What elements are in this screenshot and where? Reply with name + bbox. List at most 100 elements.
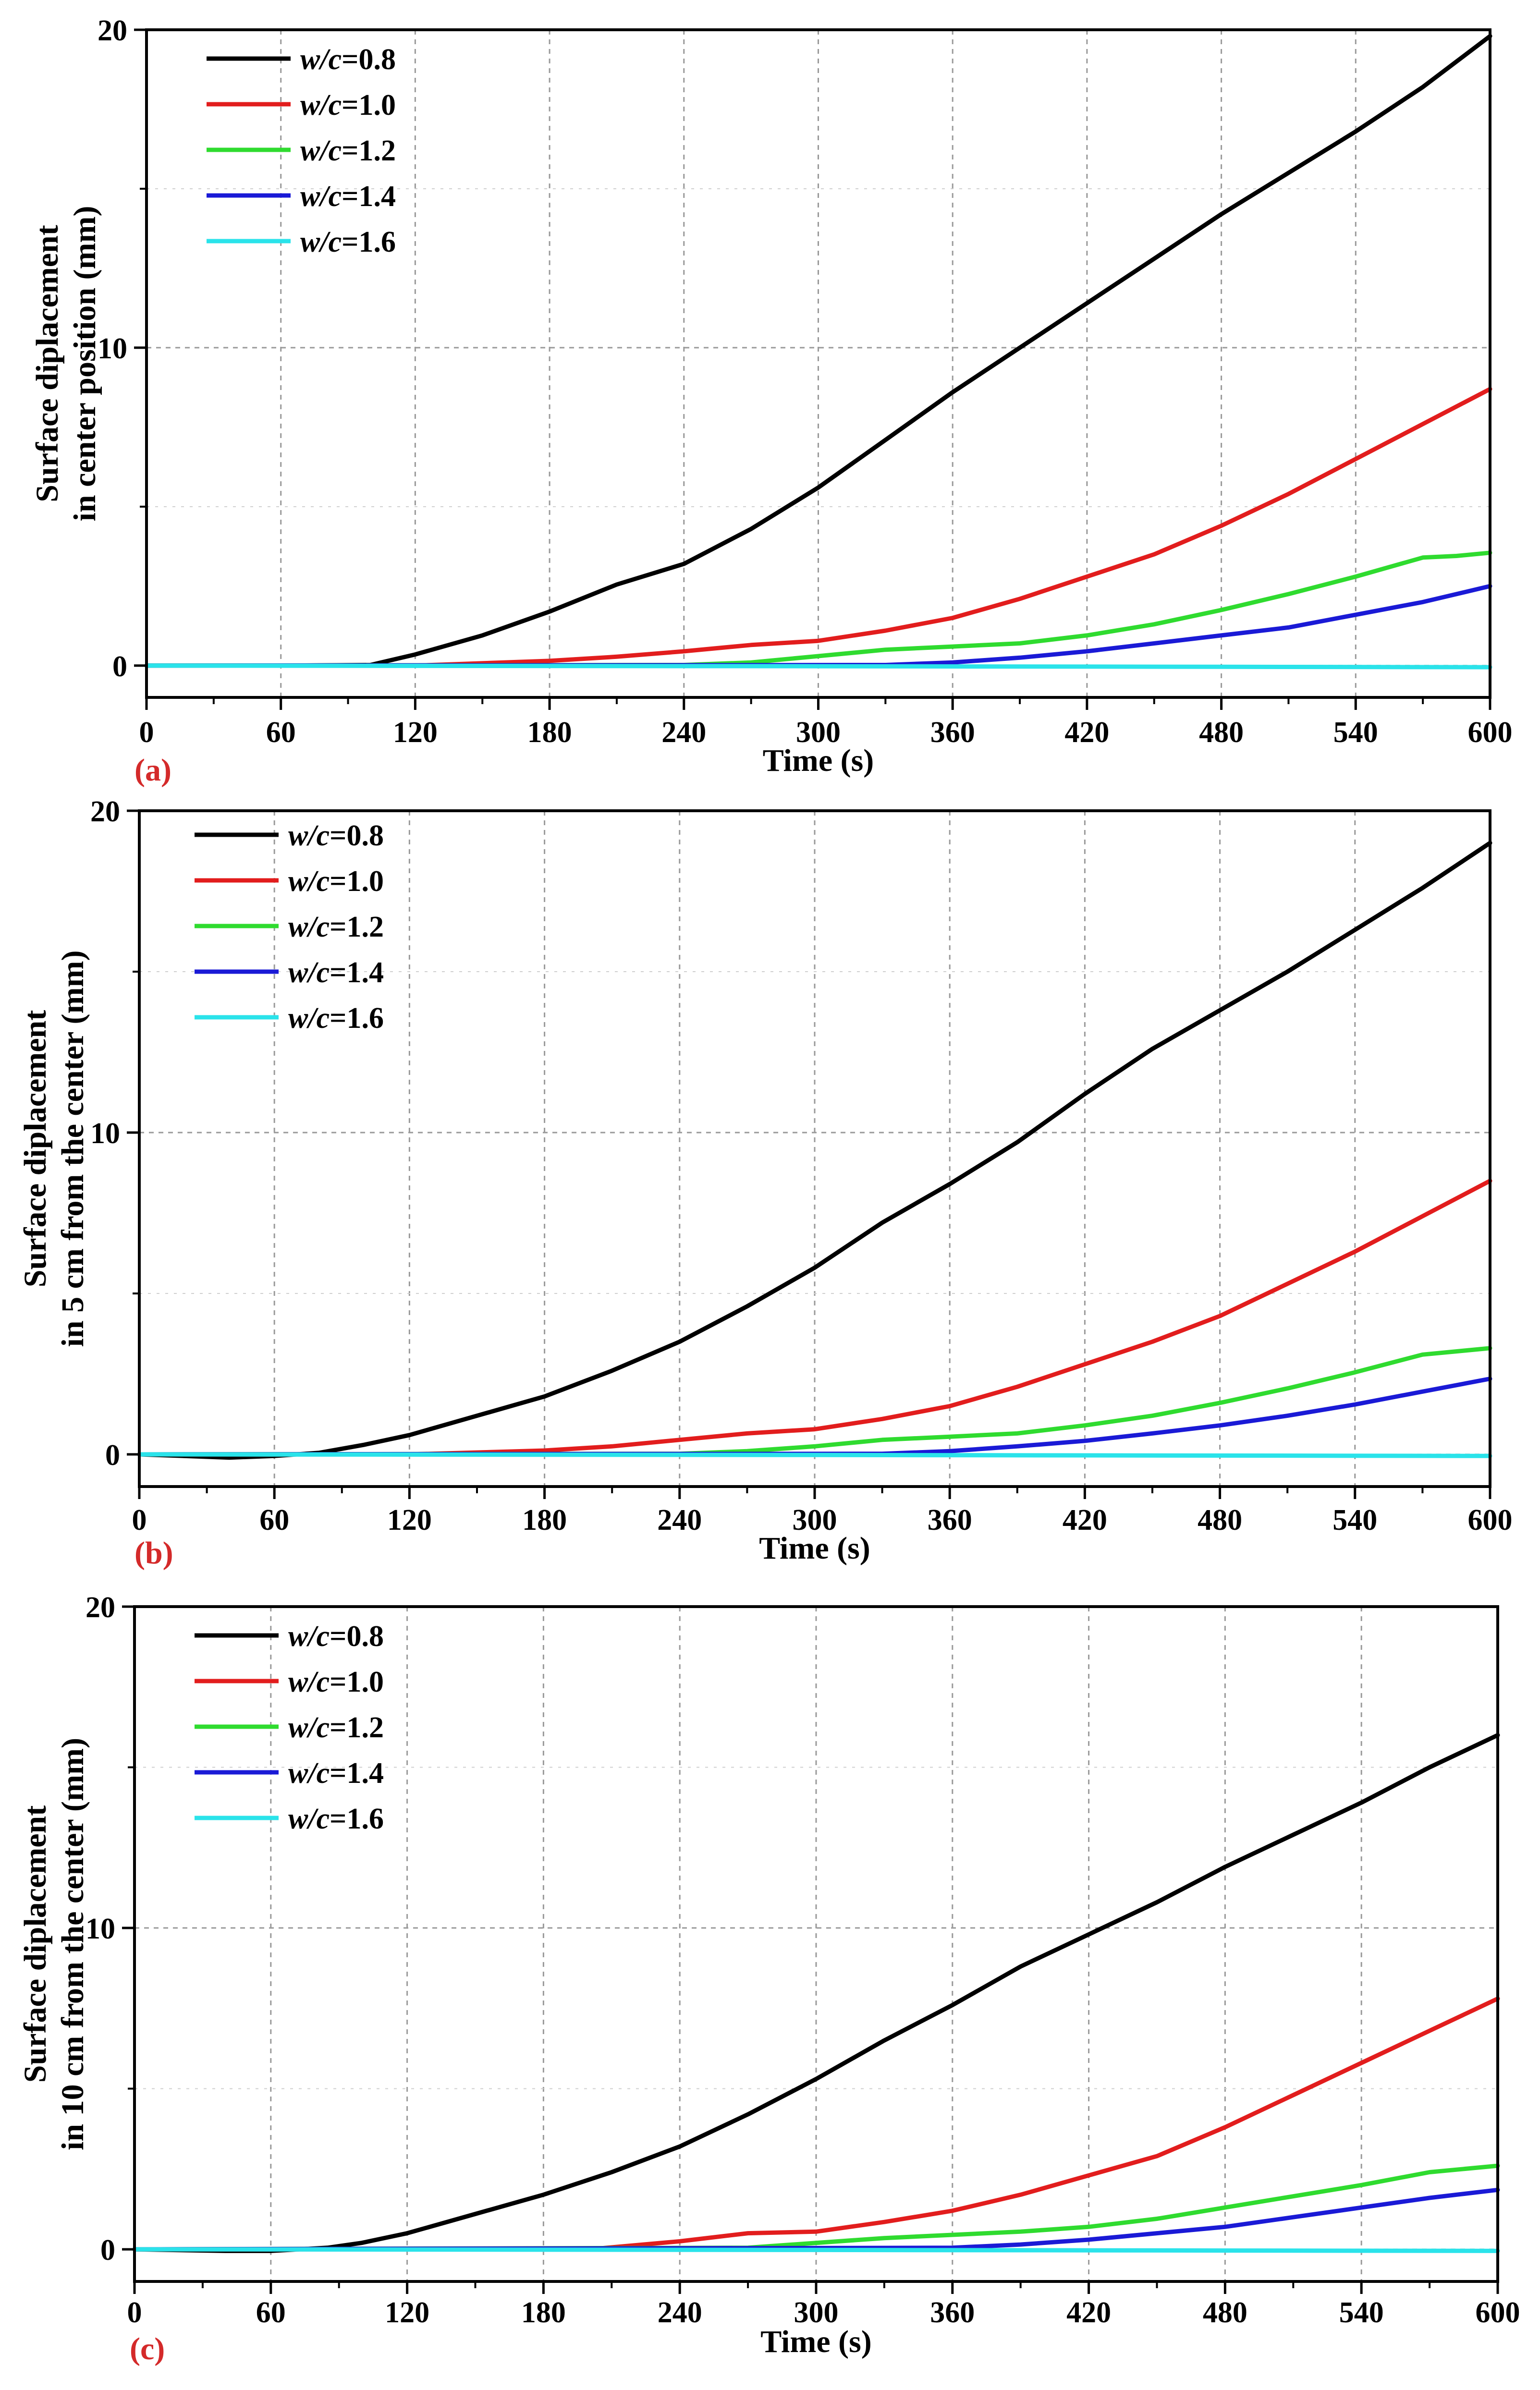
- legend-label-variable: w/c: [288, 1002, 330, 1035]
- x-tick-label: 0: [139, 716, 154, 749]
- y-axis-label: Surface diplacement in 5 cm from the cent…: [18, 951, 90, 1347]
- legend-label-value: =1.4: [330, 1757, 384, 1790]
- legend-label-variable: w/c: [288, 956, 330, 989]
- y-tick-label: 10: [90, 1117, 120, 1150]
- legend-label-value: =1.4: [330, 956, 384, 989]
- x-tick-label: 180: [527, 716, 572, 749]
- x-axis-label: Time (s): [763, 743, 874, 778]
- legend-label: w/c=1.6: [288, 1002, 384, 1035]
- x-axis: 0 60 120 180 240 300 360 420 480 540 600: [139, 697, 1513, 749]
- legend-label-value: =0.8: [330, 819, 384, 852]
- legend-label-value: =1.2: [342, 134, 396, 167]
- series-line-w-c-1-2: [132, 2163, 1500, 2252]
- series-line-w-c-1-0: [137, 1179, 1492, 1457]
- y-axis-label-line: Surface diplacement: [30, 225, 65, 502]
- legend-label: w/c=0.8: [288, 1620, 384, 1653]
- panel-a: 0 60 120 180 240 300 360 420 480 540 600 0 10 20 Time …: [30, 14, 1513, 788]
- y-axis-label-line: Surface diplacement: [18, 1805, 53, 2083]
- legend-item: w/c=0.8: [195, 1620, 384, 1653]
- legend-label: w/c=1.2: [300, 134, 396, 167]
- legend-label-variable: w/c: [288, 1666, 330, 1698]
- x-tick-label: 60: [266, 716, 296, 749]
- legend-item: w/c=0.8: [195, 819, 384, 852]
- series-line-w-c-0-8: [144, 34, 1492, 668]
- legend-label-variable: w/c: [288, 865, 330, 898]
- series-line-w-c-1-2: [137, 1346, 1492, 1457]
- series-line-w-c-1-6: [132, 2247, 1500, 2253]
- legend-item: w/c=1.2: [195, 1711, 384, 1744]
- y-axis: 0 10 20: [90, 795, 139, 1472]
- x-tick-label: 240: [658, 2296, 702, 2329]
- legend-label: w/c=1.4: [300, 180, 396, 213]
- y-tick-label: 0: [112, 650, 127, 683]
- legend-label: w/c=1.0: [300, 89, 396, 122]
- series-line-w-c-1-2: [144, 550, 1492, 668]
- y-axis-label: Surface diplacement in 10 cm from the cen…: [18, 1738, 90, 2150]
- x-tick-label: 480: [1199, 716, 1244, 749]
- legend-item: w/c=1.4: [207, 180, 396, 213]
- legend-label: w/c=1.6: [300, 226, 396, 258]
- legend-label-value: =1.2: [330, 911, 384, 943]
- x-tick-label: 240: [657, 1504, 702, 1536]
- legend-item: w/c=1.2: [195, 911, 384, 943]
- legend-label-variable: w/c: [300, 89, 342, 122]
- panel-b: 0 60 120 180 240 300 360 420 480 540 600 0 10 20 Time …: [18, 795, 1513, 1571]
- y-tick-label: 0: [100, 2234, 115, 2267]
- x-axis: 0 60 120 180 240 300 360 420 480 540 600: [127, 2281, 1520, 2329]
- legend-label: w/c=1.0: [288, 1666, 384, 1698]
- y-axis-label: Surface diplacement in center position (m…: [30, 206, 102, 522]
- x-tick-label: 540: [1332, 1504, 1377, 1536]
- legend-label-variable: w/c: [288, 819, 330, 852]
- legend-item: w/c=1.2: [207, 134, 396, 167]
- x-axis: 0 60 120 180 240 300 360 420 480 540 600: [132, 1487, 1513, 1536]
- x-tick-label: 600: [1468, 1504, 1513, 1536]
- y-tick-label: 20: [98, 14, 127, 47]
- legend-item: w/c=0.8: [207, 43, 396, 76]
- legend: w/c=0.8w/c=1.0w/c=1.2w/c=1.4w/c=1.6: [195, 1620, 384, 1835]
- plot-area: [147, 30, 1490, 697]
- legend-label-variable: w/c: [288, 1803, 330, 1835]
- x-tick-label: 120: [385, 2296, 429, 2329]
- legend-label-value: =1.0: [330, 1666, 384, 1698]
- legend-item: w/c=1.0: [207, 89, 396, 122]
- x-axis-label: Time (s): [760, 2324, 872, 2359]
- series-line-w-c-1-0: [132, 1996, 1500, 2252]
- legend-label: w/c=0.8: [288, 819, 384, 852]
- y-tick-label: 10: [98, 332, 127, 365]
- x-tick-label: 300: [793, 1504, 837, 1536]
- legend-label-variable: w/c: [288, 1620, 330, 1653]
- legend-item: w/c=1.6: [195, 1803, 384, 1835]
- series-line-w-c-1-4: [137, 1377, 1492, 1457]
- legend-label: w/c=1.6: [288, 1803, 384, 1835]
- x-tick-label: 600: [1476, 2296, 1520, 2329]
- panel-label: (b): [134, 1536, 173, 1571]
- y-axis-label-line: in center position (mm): [67, 206, 102, 522]
- y-tick-label: 0: [105, 1439, 120, 1472]
- series-line-w-c-1-4: [144, 584, 1492, 668]
- legend: w/c=0.8w/c=1.0w/c=1.2w/c=1.4w/c=1.6: [207, 43, 396, 258]
- y-axis: 0 10 20: [98, 14, 147, 683]
- x-tick-label: 60: [256, 2296, 286, 2329]
- legend-item: w/c=1.6: [207, 226, 396, 258]
- x-tick-label: 360: [930, 2296, 975, 2329]
- series-group: [132, 1733, 1500, 2253]
- y-tick-label: 20: [86, 1591, 115, 1624]
- x-tick-label: 120: [393, 716, 438, 749]
- x-tick-label: 300: [796, 716, 841, 749]
- series-line-w-c-1-0: [144, 387, 1492, 668]
- legend-label-value: =1.0: [342, 89, 396, 122]
- y-axis-label-line: in 5 cm from the center (mm): [55, 951, 90, 1347]
- x-tick-label: 240: [661, 716, 706, 749]
- x-tick-label: 180: [522, 1504, 567, 1536]
- x-tick-label: 420: [1064, 716, 1109, 749]
- legend-label-variable: w/c: [288, 1711, 330, 1744]
- legend-label-value: =0.8: [342, 43, 396, 76]
- y-tick-label: 10: [86, 1913, 115, 1945]
- x-tick-label: 600: [1468, 716, 1513, 749]
- x-tick-label: 480: [1198, 1504, 1242, 1536]
- series-group: [144, 34, 1492, 670]
- panel-label: (c): [130, 2331, 165, 2366]
- y-tick-label: 20: [90, 795, 120, 828]
- legend-item: w/c=1.4: [195, 1757, 384, 1790]
